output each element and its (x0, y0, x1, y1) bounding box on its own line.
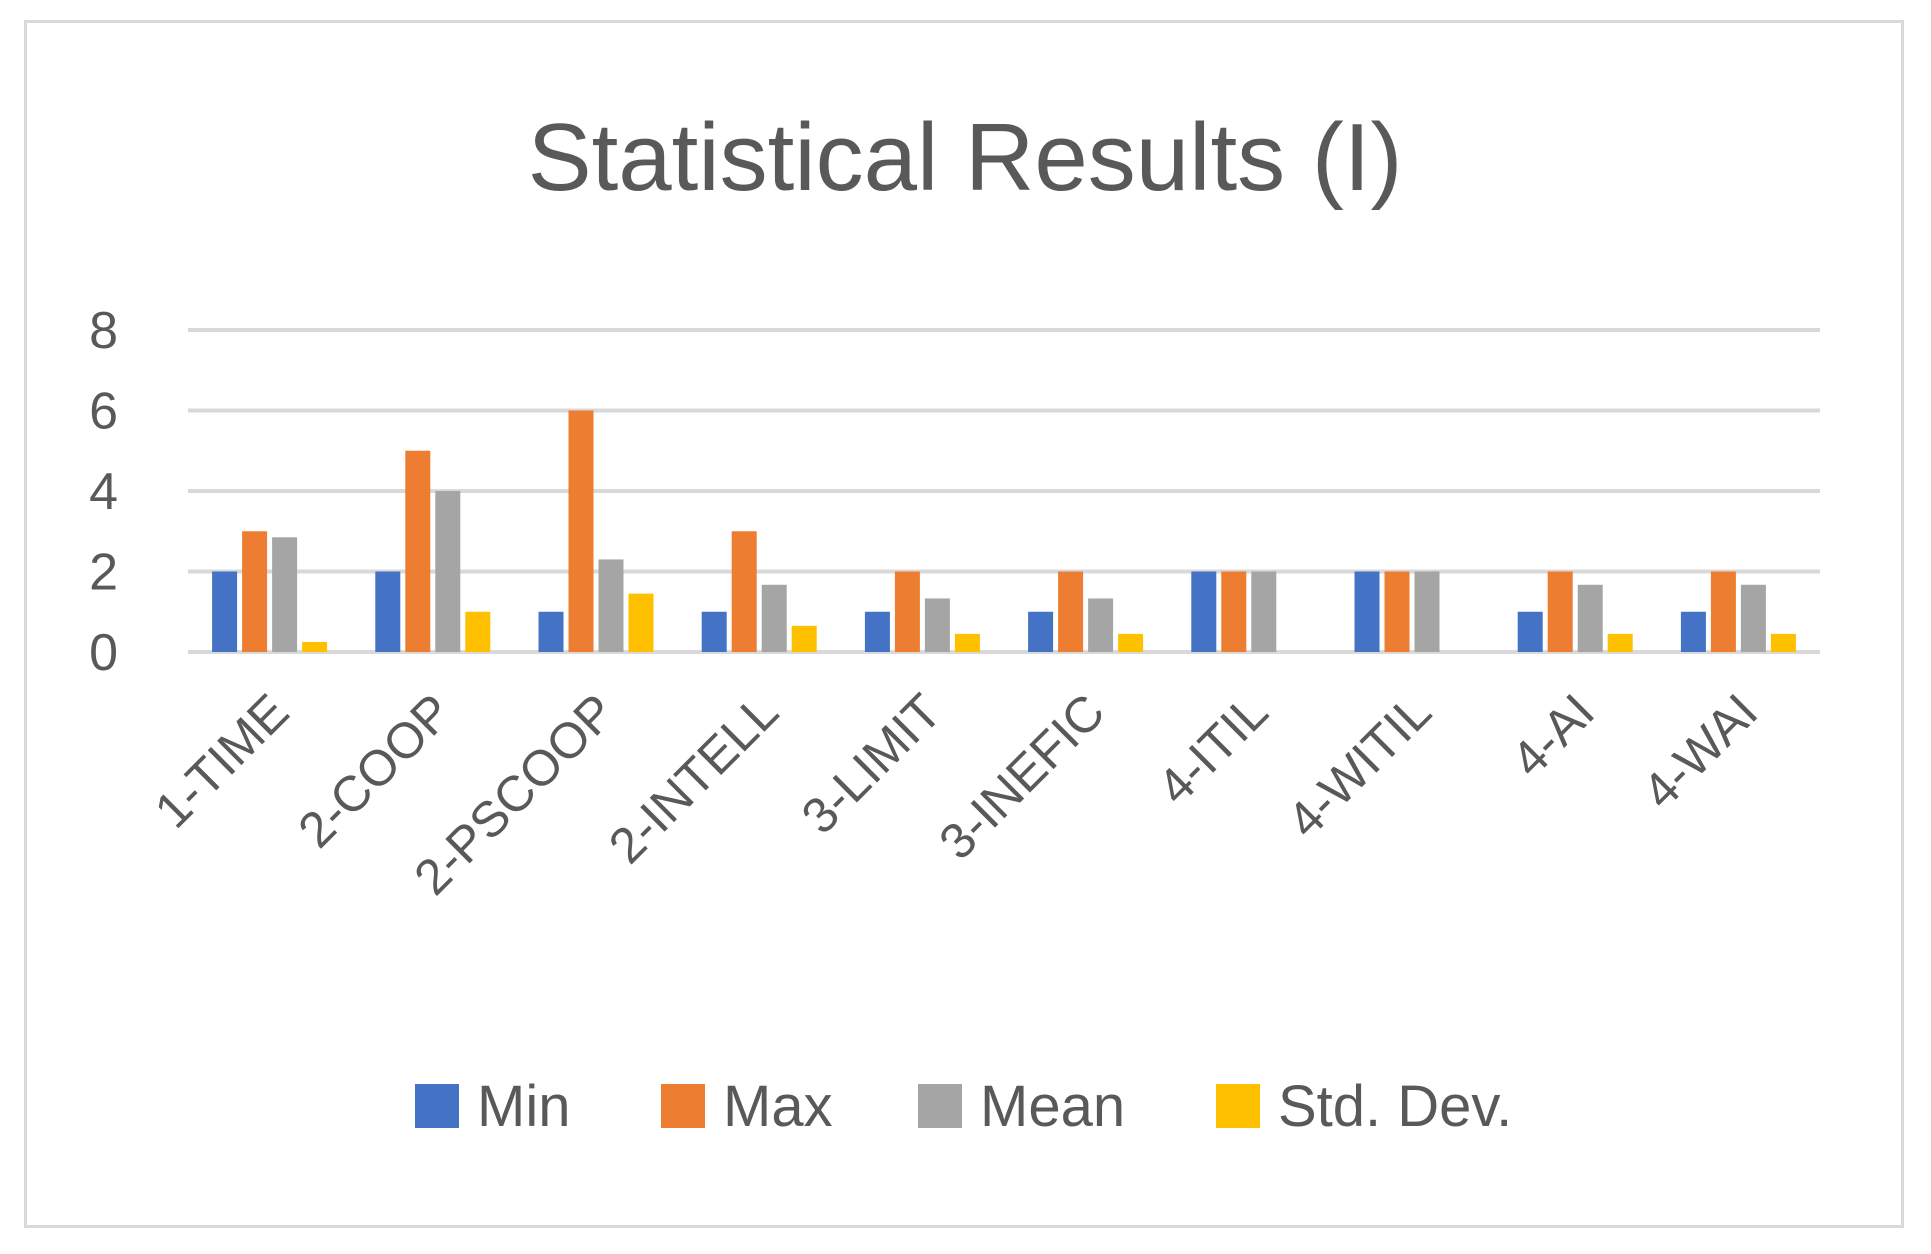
x-tick-label: 3-INEFIC (928, 683, 1115, 870)
legend-label: Std. Dev. (1278, 1074, 1512, 1139)
y-tick-label: 8 (89, 302, 118, 360)
x-tick-label: 4-WITIL (1276, 683, 1441, 848)
y-tick-label: 0 (89, 624, 118, 682)
x-tick-label: 4-AI (1501, 683, 1605, 787)
bar-std-dev-3-limit (954, 633, 980, 652)
bar-max-2-pscoop (568, 410, 594, 652)
x-tick-label: 1-TIME (144, 683, 299, 838)
bar-std-dev-4-wai (1770, 633, 1796, 652)
x-tick-label: 3-LIMIT (791, 683, 952, 844)
bar-min-4-witil (1354, 571, 1380, 652)
bar-min-2-intell (701, 611, 727, 652)
bar-std-dev-2-pscoop (628, 593, 654, 652)
bar-max-3-inefic (1058, 571, 1084, 652)
x-tick-label: 4-ITIL (1147, 683, 1279, 815)
legend-label: Mean (980, 1074, 1125, 1139)
bar-mean-2-coop (435, 491, 461, 652)
legend-swatch (918, 1084, 962, 1128)
bar-min-2-pscoop (538, 611, 564, 652)
bar-max-4-witil (1384, 571, 1410, 652)
legend-swatch (1216, 1084, 1260, 1128)
y-axis-ticks: 0 2 4 6 8 (89, 302, 118, 682)
bar-mean-1-time (272, 537, 298, 652)
bar-mean-3-limit (924, 598, 950, 652)
bar-std-dev-2-intell (791, 625, 817, 652)
bar-mean-4-wai (1740, 584, 1766, 652)
bar-mean-4-ai (1577, 584, 1603, 652)
bar-min-3-limit (864, 611, 890, 652)
y-tick-label: 2 (89, 544, 118, 602)
bar-max-2-intell (731, 531, 757, 652)
x-tick-label: 4-WAI (1632, 683, 1769, 820)
bar-max-2-coop (405, 450, 431, 652)
chart-title: Statistical Results (I) (528, 104, 1403, 211)
bar-std-dev-1-time (302, 641, 328, 652)
legend-swatch (661, 1084, 705, 1128)
bar-min-4-ai (1517, 611, 1543, 652)
bar-std-dev-4-ai (1607, 633, 1633, 652)
bar-min-4-wai (1680, 611, 1706, 652)
x-tick-label: 2-INTELL (598, 683, 789, 874)
bar-max-3-limit (894, 571, 920, 652)
y-tick-label: 4 (89, 463, 118, 521)
bar-mean-2-pscoop (598, 559, 624, 652)
legend-label: Min (477, 1074, 570, 1139)
bars (212, 410, 1796, 652)
legend: Min Max Mean Std. Dev. (415, 1074, 1512, 1139)
bar-max-4-wai (1710, 571, 1736, 652)
bar-mean-2-intell (761, 584, 787, 652)
bar-std-dev-2-coop (465, 611, 491, 652)
legend-label: Max (723, 1074, 833, 1139)
bar-min-2-coop (375, 571, 401, 652)
bar-max-1-time (242, 531, 268, 652)
gridlines (188, 328, 1820, 654)
bar-max-4-itil (1221, 571, 1247, 652)
bar-mean-3-inefic (1088, 598, 1114, 652)
bar-mean-4-itil (1251, 571, 1277, 652)
bar-min-3-inefic (1028, 611, 1054, 652)
legend-swatch (415, 1084, 459, 1128)
bar-min-4-itil (1191, 571, 1217, 652)
bar-mean-4-witil (1414, 571, 1440, 652)
y-tick-label: 6 (89, 383, 118, 441)
bar-min-1-time (212, 571, 238, 652)
bar-std-dev-3-inefic (1118, 633, 1144, 652)
bar-max-4-ai (1547, 571, 1573, 652)
